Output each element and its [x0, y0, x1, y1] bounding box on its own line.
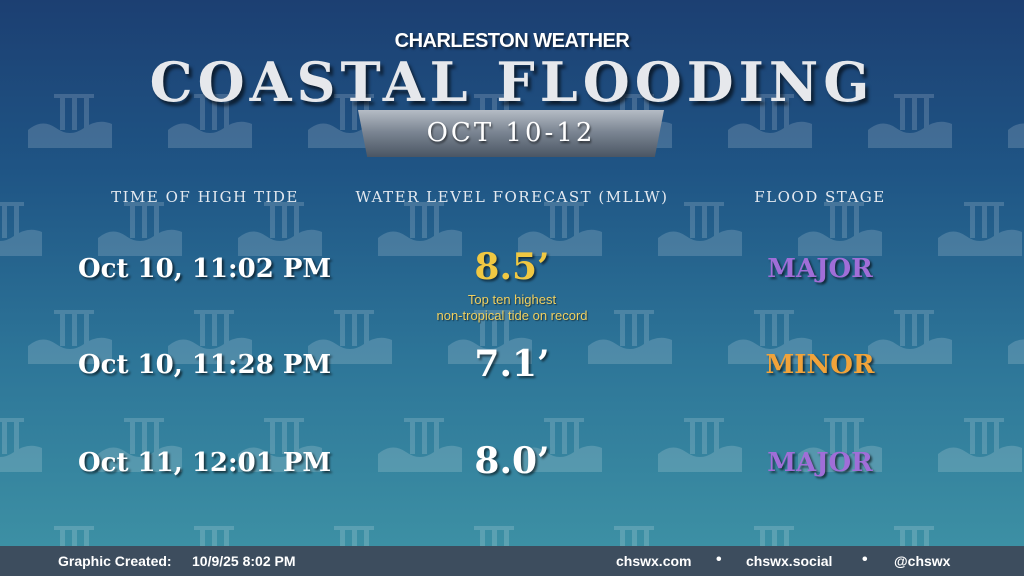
water-gauge-icon	[1008, 310, 1024, 364]
water-gauge-icon	[728, 526, 812, 546]
water-gauge-icon	[28, 526, 112, 546]
flood-stage-3: MAJOR	[767, 448, 873, 478]
tide-time-2: Oct 10, 11:28 PM	[78, 350, 332, 380]
created-label: Graphic Created:	[58, 553, 172, 569]
tide-note-line-1: Top ten highest	[467, 292, 557, 307]
date-banner	[358, 110, 664, 157]
water-gauge-icon	[308, 526, 392, 546]
water-gauge-icon	[98, 202, 182, 256]
tide-time-3: Oct 11, 12:01 PM	[78, 448, 332, 478]
water-gauge-icon	[938, 202, 1022, 256]
water-gauge-icon	[1008, 526, 1024, 546]
tide-note-line-2: non-tropical tide on record	[436, 308, 588, 323]
column-header-time: TIME OF HIGH TIDE	[111, 188, 299, 206]
footer-separator: •	[862, 551, 868, 568]
footer-link-social[interactable]: chswx.social	[746, 553, 833, 569]
brand-title: CHARLESTON WEATHER	[394, 30, 630, 52]
page-title: COASTAL FLOODING	[149, 50, 875, 114]
water-gauge-icon	[798, 202, 882, 256]
column-header-level: WATER LEVEL FORECAST (MLLW)	[355, 188, 669, 206]
water-gauge-icon	[588, 526, 672, 546]
tide-level-2: 7.1’	[474, 343, 550, 385]
water-gauge-icon	[658, 202, 742, 256]
tide-time-1: Oct 10, 11:02 PM	[78, 254, 332, 284]
footer-bar	[0, 546, 1024, 576]
water-gauge-icon	[938, 418, 1022, 472]
water-gauge-icon	[448, 526, 532, 546]
created-timestamp: 10/9/25 8:02 PM	[192, 553, 296, 569]
tide-note-1: Top ten highest non-tropical tide on rec…	[392, 292, 632, 324]
tide-level-3: 8.0’	[474, 440, 550, 482]
water-gauge-icon	[868, 526, 952, 546]
tide-level-1: 8.5’	[474, 246, 550, 288]
water-gauge-icon	[168, 526, 252, 546]
flood-stage-1: MAJOR	[767, 254, 873, 284]
water-gauge-icon	[0, 202, 42, 256]
footer-link-handle[interactable]: @chswx	[894, 553, 951, 569]
column-header-stage: FLOOD STAGE	[754, 188, 886, 206]
footer-link-website[interactable]: chswx.com	[616, 553, 692, 569]
date-range: OCT 10-12	[426, 118, 596, 148]
flood-stage-2: MINOR	[765, 350, 875, 380]
footer-separator: •	[716, 551, 722, 568]
water-gauge-icon	[238, 202, 322, 256]
water-gauge-icon	[0, 418, 42, 472]
